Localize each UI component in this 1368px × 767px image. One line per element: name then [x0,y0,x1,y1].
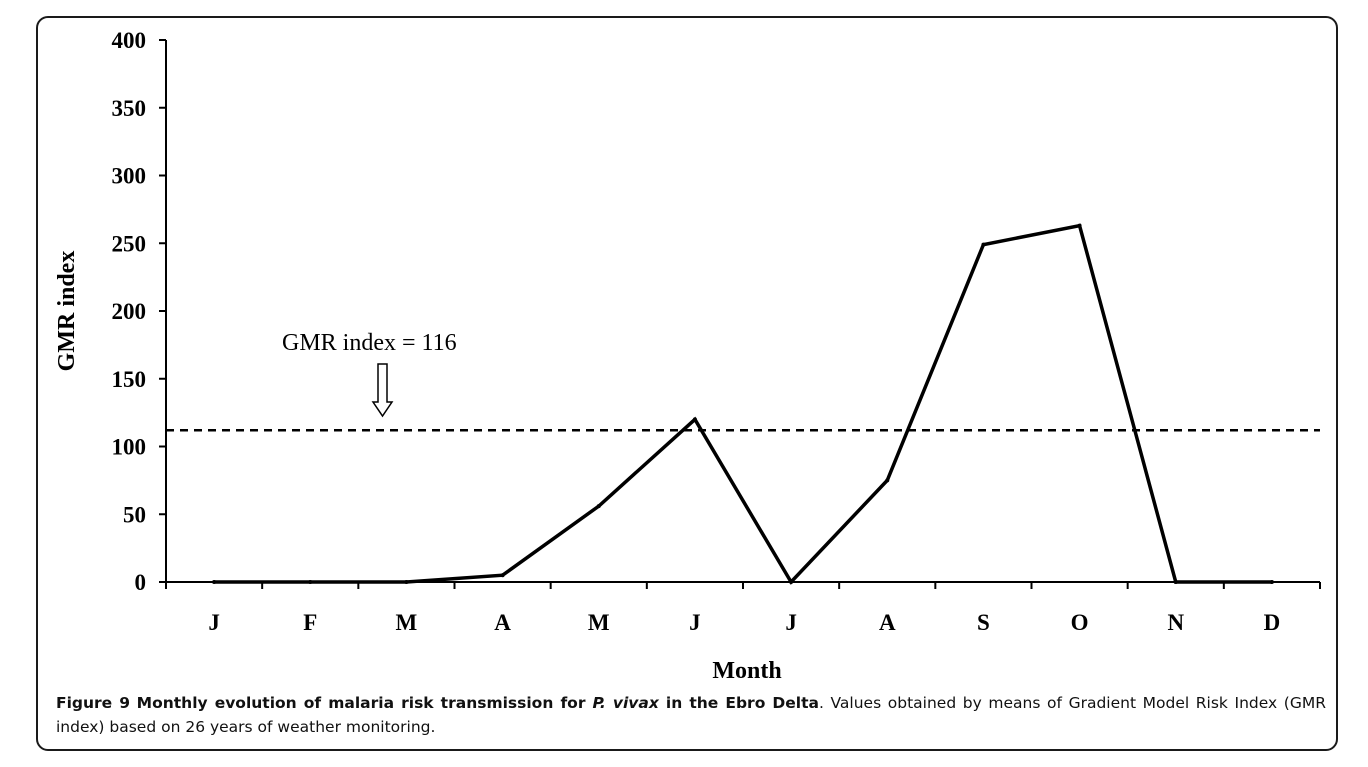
data-point [596,504,601,509]
data-point [885,478,890,483]
y-axis: 0 50 100 150 200 250 300 350 400 [112,28,167,595]
data-point [981,242,986,247]
caption-figure-label: Figure 9 [56,694,131,712]
x-tick-label: J [208,610,220,635]
x-tick-label: F [303,610,317,635]
y-tick-label: 350 [112,96,147,121]
x-tick-label: M [396,610,418,635]
series-line [214,223,1272,585]
data-point [308,580,313,584]
x-tick-label: N [1167,610,1184,635]
x-tick-label: M [588,610,610,635]
y-tick-label: 300 [112,164,147,189]
data-point [500,573,505,578]
y-tick-label: 50 [123,502,146,527]
x-tick-label: A [494,610,511,635]
x-tick-label: D [1264,610,1281,635]
x-tick-label: S [977,610,990,635]
data-point [1173,580,1178,584]
x-tick-label: J [689,610,701,635]
down-arrow-icon [371,363,394,418]
data-point [692,417,697,422]
data-point [1077,223,1082,228]
data-point [1269,580,1274,584]
data-point [789,580,794,584]
caption-body: . Values obtained by means of Gradient M… [56,694,1326,736]
y-tick-label: 400 [112,28,147,53]
caption-title-post: in the Ebro Delta [658,694,819,712]
caption-title-pre: Monthly evolution of malaria risk transm… [136,694,593,712]
threshold-label: GMR index = 116 [282,330,457,356]
y-axis-title: GMR index [54,251,80,372]
y-tick-label: 250 [112,231,147,256]
y-tick-label: 100 [112,435,147,460]
data-point [212,580,217,584]
arrow-shape [371,363,394,418]
data-point [404,580,409,584]
x-tick-label: J [785,610,797,635]
x-tick-label: O [1071,610,1089,635]
caption-title-species: P. vivax [592,694,659,712]
y-tick-label: 150 [112,367,147,392]
x-axis-title: Month [712,658,781,684]
x-tick-label: A [879,610,896,635]
figure-caption: Figure 9 Monthly evolution of malaria ri… [56,691,1326,739]
y-tick-label: 0 [135,570,147,595]
y-tick-label: 200 [112,299,147,324]
